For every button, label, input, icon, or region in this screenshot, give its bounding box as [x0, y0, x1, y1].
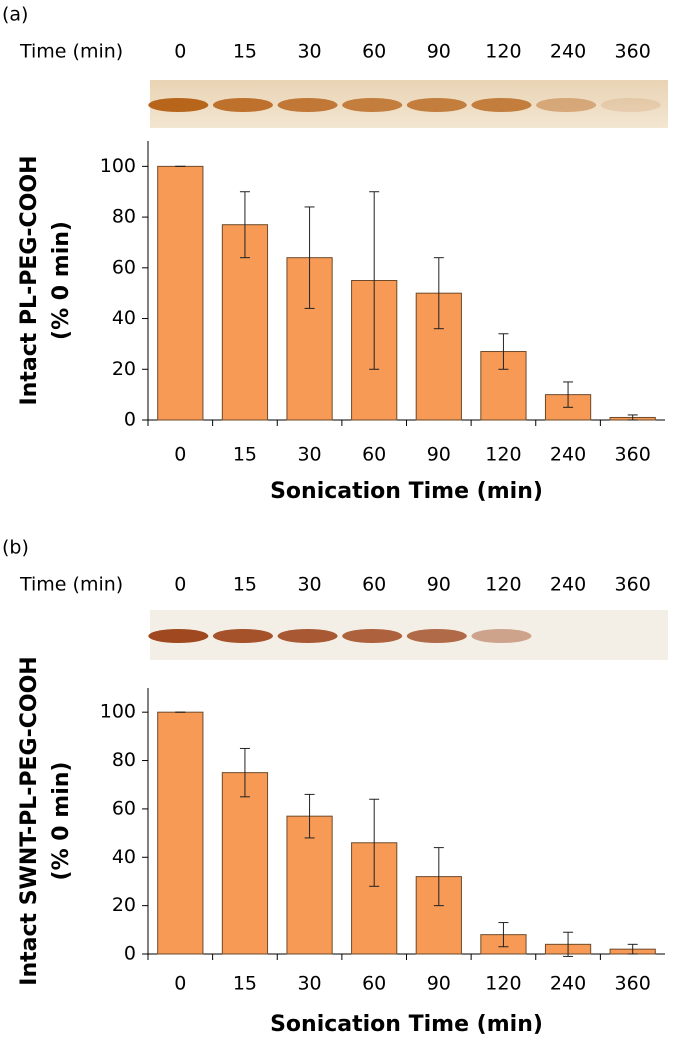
gel-band: [277, 629, 338, 643]
error-bar: [369, 191, 380, 370]
y-tick-label: 60: [112, 256, 136, 278]
gel-band: [406, 98, 467, 112]
y-tick-label: 80: [112, 749, 136, 771]
x-tick-label: 0: [174, 973, 186, 995]
panel-label: (b): [2, 537, 29, 559]
x-tick-label: 240: [550, 444, 586, 466]
gel-lane-label: 30: [297, 574, 321, 596]
gel-lane-label: 15: [233, 41, 257, 63]
error-bar: [239, 191, 250, 259]
gel-band: [277, 98, 338, 112]
x-tick-label: 60: [362, 973, 386, 995]
gel-lane-label: 240: [550, 574, 586, 596]
gel-band: [212, 98, 273, 112]
gel-band: [471, 98, 532, 112]
gel-band: [148, 98, 209, 112]
x-axis-title: Sonication Time (min): [270, 479, 543, 504]
y-tick-label: 0: [124, 409, 136, 431]
gel-band: [212, 629, 273, 643]
error-bar: [627, 414, 638, 421]
y-tick-label: 20: [112, 358, 136, 380]
bar: [157, 711, 204, 955]
error-bar: [369, 798, 380, 887]
x-tick-label: 360: [615, 444, 651, 466]
error-bar: [563, 931, 574, 957]
gel-band: [600, 98, 661, 112]
x-tick-label: 15: [233, 973, 257, 995]
y-tick-label: 20: [112, 894, 136, 916]
y-tick-label: 60: [112, 797, 136, 819]
y-tick-label: 100: [100, 701, 136, 723]
gel-band: [536, 98, 597, 112]
error-bar: [627, 943, 638, 955]
x-tick-label: 90: [427, 973, 451, 995]
gel-band: [342, 98, 403, 112]
y-tick-label: 100: [100, 155, 136, 177]
gel-band: [471, 629, 532, 643]
y-tick-label: 80: [112, 206, 136, 228]
x-tick-label: 30: [297, 444, 321, 466]
bar: [286, 815, 333, 955]
x-tick-label: 15: [233, 444, 257, 466]
gel-lane-label: 240: [550, 41, 586, 63]
y-tick-label: 40: [112, 846, 136, 868]
y-tick-label: 0: [124, 943, 136, 965]
gel-lane-label: 0: [174, 41, 186, 63]
gel-title: Time (min): [19, 41, 123, 63]
gel-lane-label: 360: [615, 574, 651, 596]
gel-lane-label: 120: [485, 574, 521, 596]
x-tick-label: 30: [297, 973, 321, 995]
x-tick-label: 360: [615, 973, 651, 995]
x-tick-label: 60: [362, 444, 386, 466]
y-axis-title: Intact PL-PEG-COOH: [17, 155, 42, 405]
gel-lane-label: 60: [362, 41, 386, 63]
gel-lane-label: 60: [362, 574, 386, 596]
gel-band: [342, 629, 403, 643]
y-axis-title: Intact SWNT-PL-PEG-COOH: [17, 656, 42, 985]
y-axis-title: (% 0 min): [49, 221, 74, 340]
gel-lane-label: 15: [233, 574, 257, 596]
y-tick-label: 40: [112, 307, 136, 329]
x-tick-label: 240: [550, 973, 586, 995]
error-bar: [498, 333, 509, 370]
error-bar: [304, 206, 315, 309]
gel-lane-label: 90: [427, 41, 451, 63]
error-bar: [304, 793, 315, 839]
gel-band: [148, 629, 209, 643]
error-bar: [433, 847, 444, 907]
gel-lane-label: 30: [297, 41, 321, 63]
x-tick-label: 120: [485, 444, 521, 466]
y-axis-title: (% 0 min): [49, 762, 74, 881]
error-bar: [498, 922, 509, 948]
x-tick-label: 120: [485, 973, 521, 995]
panel-label: (a): [2, 4, 28, 26]
x-tick-label: 90: [427, 444, 451, 466]
bar: [221, 772, 269, 955]
x-axis-title: Sonication Time (min): [270, 1012, 543, 1037]
bar: [157, 165, 204, 421]
error-bar: [239, 747, 250, 798]
gel-lane-label: 120: [485, 41, 521, 63]
gel-band: [406, 629, 467, 643]
gel-lane-label: 360: [615, 41, 651, 63]
gel-lane-label: 0: [174, 574, 186, 596]
error-bar: [563, 381, 574, 408]
error-bar: [433, 257, 444, 330]
gel-lane-label: 90: [427, 574, 451, 596]
x-tick-label: 0: [174, 444, 186, 466]
gel-title: Time (min): [19, 574, 123, 596]
